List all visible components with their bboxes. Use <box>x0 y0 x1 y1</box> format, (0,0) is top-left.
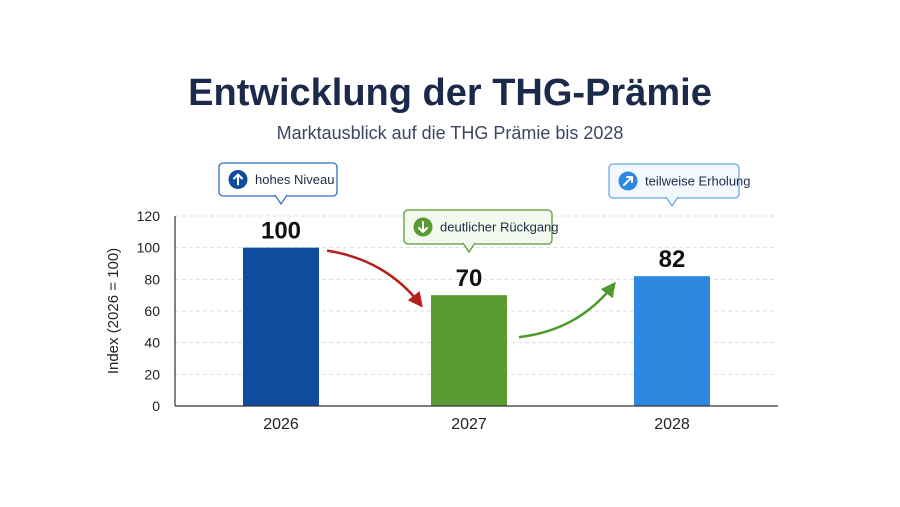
arrow-up-icon <box>228 170 248 189</box>
data-label-2027: 70 <box>456 265 483 292</box>
data-label-2026: 100 <box>261 218 301 245</box>
y-tick-label: 100 <box>137 240 161 256</box>
y-axis-label: Index (2026 = 100) <box>105 248 122 374</box>
bar-2027 <box>431 295 507 406</box>
callout-text-2027: deutlicher Rückgang <box>440 220 559 235</box>
x-tick-label-2027: 2027 <box>451 416 487 433</box>
y-tick-label: 0 <box>152 398 160 414</box>
y-tick-label: 60 <box>144 303 160 319</box>
callout-text-2028: teilweise Erholung <box>645 174 751 189</box>
callout-tail <box>274 194 288 206</box>
recovery-arrow <box>518 281 616 339</box>
decline-arrow <box>326 249 423 308</box>
data-label-2028: 82 <box>659 246 686 273</box>
chart-title: Entwicklung der THG-Prämie <box>188 72 712 114</box>
y-tick-label: 80 <box>144 271 160 287</box>
x-tick-label-2028: 2028 <box>654 416 690 433</box>
y-tick-label: 120 <box>137 208 161 224</box>
callout-text-2026: hohes Niveau <box>255 172 335 187</box>
callout-box <box>403 209 553 245</box>
callout-2027: deutlicher Rückgang <box>403 209 559 254</box>
callout-tail <box>462 242 476 254</box>
bar-2028 <box>634 276 710 406</box>
y-tick-label: 20 <box>144 366 160 382</box>
callout-2028: teilweise Erholung <box>608 163 751 208</box>
arrow-up-right-icon <box>618 171 638 191</box>
callout-tail <box>665 196 679 208</box>
callout-2026: hohes Niveau <box>218 162 338 206</box>
arrow-down-icon <box>413 217 433 237</box>
y-tick-label: 40 <box>144 335 160 351</box>
chart-subtitle: Marktausblick auf die THG Prämie bis 202… <box>276 123 624 143</box>
x-tick-label-2026: 2026 <box>263 416 299 433</box>
bar-2026 <box>243 247 319 406</box>
